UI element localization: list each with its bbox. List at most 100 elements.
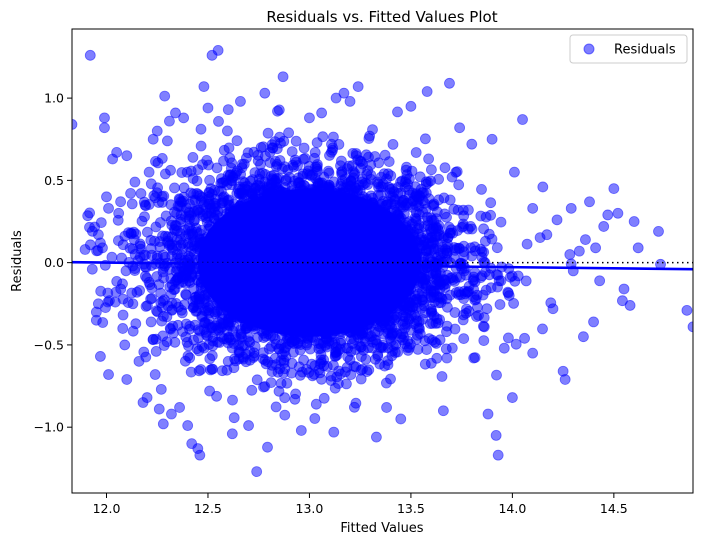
dense-point-cloud [72,90,628,453]
scatter-point [612,207,624,219]
scatter-point [164,115,175,127]
y-tick-label: 1.0 [44,91,64,106]
scatter-point [486,133,498,145]
scatter-point [454,122,466,134]
scatter-point [405,100,417,112]
y-tick-label: −0.5 [34,337,64,352]
scatter-point [466,138,478,150]
scatter-point [559,374,571,385]
scatter-point [212,44,224,56]
scatter-point [444,77,455,89]
scatter-point [166,408,177,420]
scatter-point [594,275,606,287]
scatter-point [153,403,165,415]
scatter-point [527,347,539,359]
scatter-point [618,283,630,295]
scatter-point [295,425,307,436]
scatter-point [598,221,610,232]
legend-label: Residuals [614,43,676,58]
y-axis-label: Residuals [10,230,25,292]
scatter-point [344,95,356,107]
scatter-point [527,202,539,214]
chart-title: Residuals vs. Fitted Values Plot [266,8,497,26]
scatter-point [155,383,167,395]
y-tick-label: −1.0 [34,420,64,435]
scatter-point [304,112,315,124]
scatter-point [624,300,636,311]
y-tick-label: 0.0 [44,255,64,270]
scatter-point [687,321,693,333]
x-axis-label: Fitted Values [340,521,423,536]
trend-line [72,260,693,271]
scatter-point [101,191,112,203]
x-tick-label: 14.5 [600,501,628,516]
scatter-point [509,166,520,178]
scatter-point [222,104,234,116]
legend-marker [583,43,595,55]
scatter-point [202,102,214,114]
x-axis-ticks: 12.0 12.5 13.0 13.5 14.0 14.5 [93,493,628,516]
scatter-point [121,150,133,162]
x-tick-label: 13.5 [397,501,425,516]
scatter-point [328,426,340,438]
scatter-point [121,374,133,385]
scatter-point [182,420,194,431]
scatter-point [590,242,601,254]
scatter-point [316,107,328,119]
scatter-point [632,242,644,254]
scatter-point [492,449,504,461]
x-tick-label: 14.0 [498,501,526,516]
scatter-point [565,202,577,214]
x-tick-label: 12.5 [194,501,222,516]
scatter-point [580,234,591,246]
scatter-point [72,119,78,130]
scatter-points [72,44,693,478]
plot-frame [71,28,694,494]
scatter-point [157,418,169,430]
scatter-point [99,112,110,124]
scatter-point [437,405,449,417]
scatter-point [352,81,364,92]
scatter-point [259,87,271,99]
scatter-point [681,304,693,316]
scatter-point [99,122,110,134]
scatter-point [143,166,155,178]
y-tick-label: 0.5 [44,173,64,188]
scatter-point [226,428,238,440]
scatter-point [482,408,494,420]
scatter-point [103,369,114,380]
scatter-point [608,183,620,195]
scatter-point [338,87,350,99]
scatter-point [149,369,161,380]
scatter-point [251,466,263,478]
scatter-point [119,339,131,351]
scatter-point [95,351,106,362]
scatter-point [194,449,206,461]
scatter-point [381,402,392,413]
scatter-point [371,431,382,443]
scatter-point [551,214,563,226]
scatter-point [578,331,589,343]
scatter-point [235,95,246,107]
scatter-point [243,420,254,431]
scatter-point [588,316,599,328]
x-tick-label: 13.0 [296,501,324,516]
scatter-point [170,107,181,119]
scatter-point [584,196,595,208]
scatter-point [573,245,585,257]
scatter-point [628,216,640,227]
legend-box [569,34,688,64]
scatter-point [519,332,530,344]
scatter-point [653,225,664,237]
scatter-point [103,202,114,214]
scatter-point [117,323,129,334]
scatter-point [86,263,98,275]
scatter-point [277,71,289,83]
scatter-point [517,114,528,125]
scatter-point [141,392,153,403]
x-tick-label: 12.0 [93,501,121,516]
scatter-point [498,342,510,354]
scatter-point [537,181,549,193]
scatter-point [161,135,173,147]
